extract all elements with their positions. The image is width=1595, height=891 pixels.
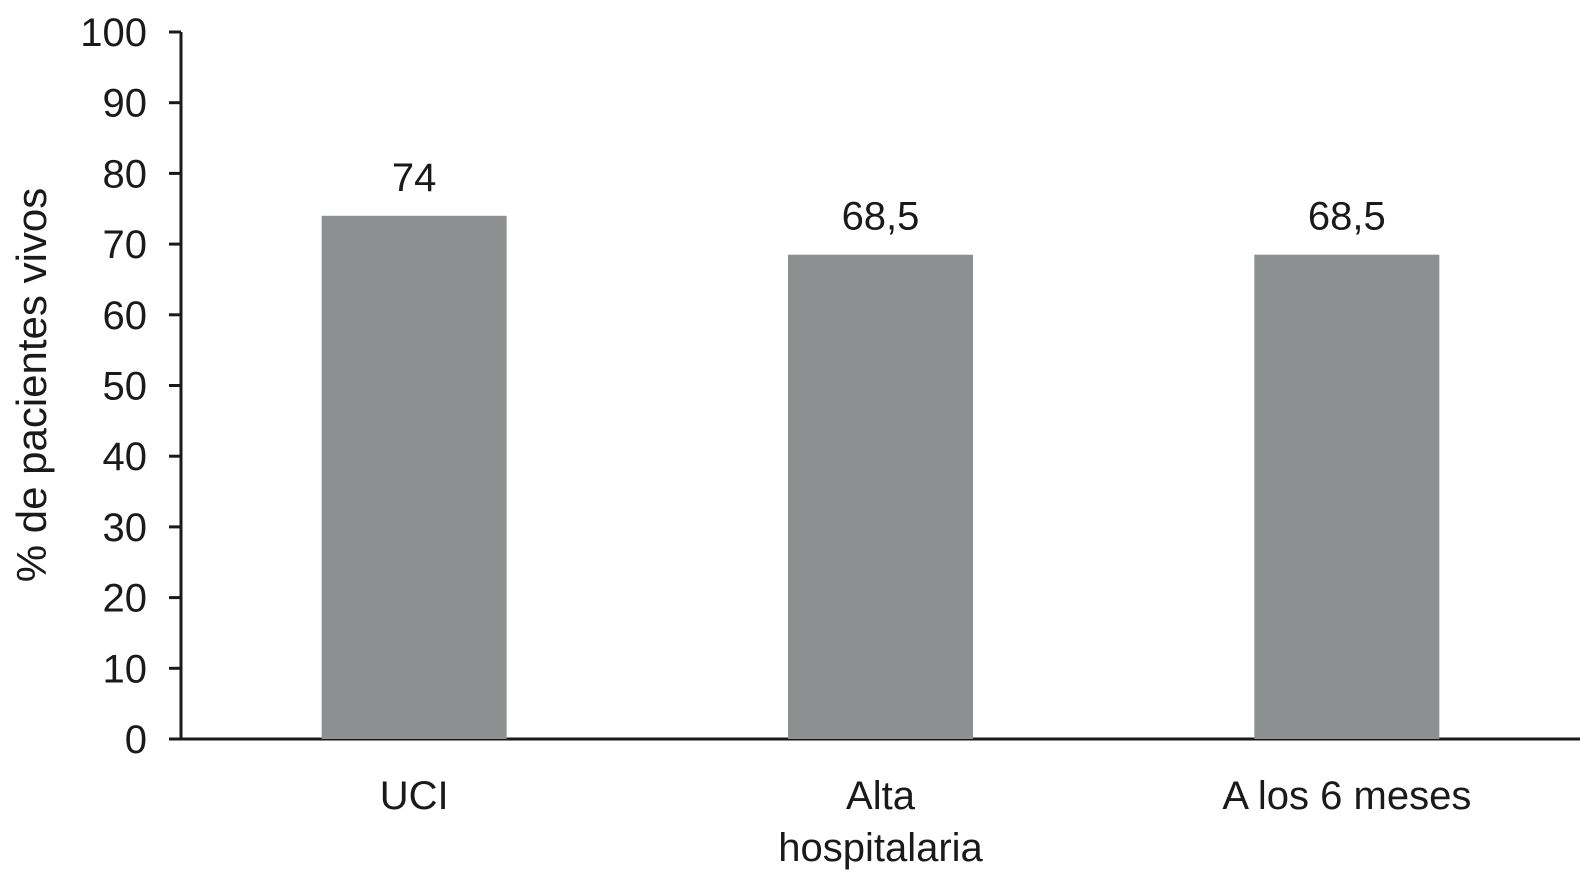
y-tick-label: 0	[125, 718, 147, 762]
bars	[321, 215, 1440, 739]
bar	[1254, 254, 1440, 739]
category-labels: UCI Alta hospitalaria A los 6 meses	[380, 774, 1472, 870]
y-tick-label: 60	[103, 294, 148, 338]
y-tick-label: 50	[103, 365, 148, 409]
bar	[788, 254, 973, 739]
value-labels: 74 68,5 68,5	[392, 156, 1386, 239]
x-category-label: hospitalaria	[778, 826, 983, 870]
x-category-label: A los 6 meses	[1222, 774, 1471, 818]
y-tick-label: 10	[103, 647, 148, 691]
bar-value-label: 68,5	[842, 195, 920, 239]
y-tick-label: 80	[103, 152, 148, 196]
bar-value-label: 74	[392, 156, 437, 200]
y-axis-title: % de pacientes vivos	[8, 188, 55, 583]
bar	[321, 215, 507, 739]
y-tick-label: 20	[103, 577, 148, 621]
bar-value-label: 68,5	[1308, 195, 1386, 239]
y-tick-label: 40	[103, 435, 148, 479]
x-category-label: UCI	[380, 774, 449, 818]
y-axis: 0 10 20 30 40 50 60 70 80 90 100	[80, 11, 183, 762]
y-tick-label: 100	[80, 11, 147, 55]
y-tick-label: 30	[103, 506, 148, 550]
y-tick-label: 70	[103, 223, 148, 267]
y-tick-label: 90	[103, 82, 148, 126]
x-category-label: Alta	[846, 774, 916, 818]
